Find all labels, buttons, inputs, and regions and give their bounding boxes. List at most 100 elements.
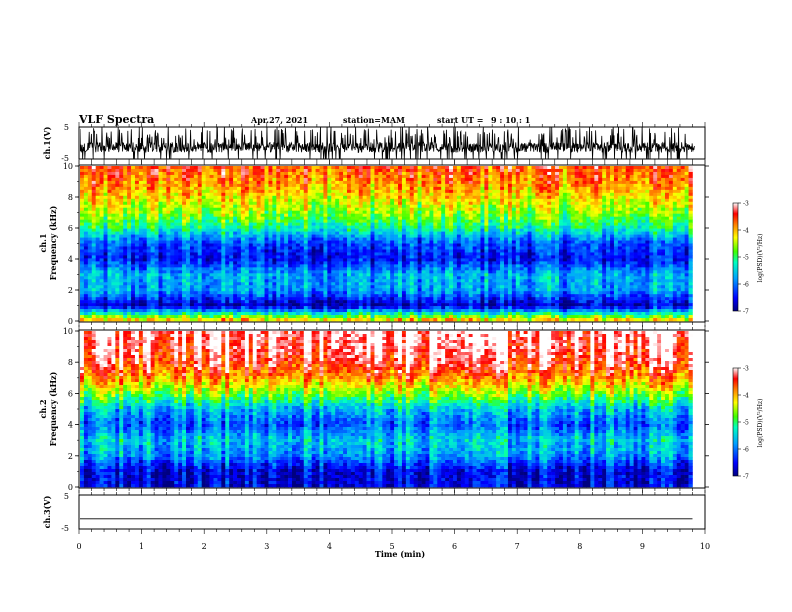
spectrogram-cell [99,177,104,182]
spectrogram-cell [233,171,238,176]
spectrogram-cell [146,243,151,247]
spectrogram-cell [409,198,415,203]
spectrogram-cell [83,264,89,268]
spectrogram-cell [154,252,159,256]
spectrogram-cell [91,204,97,209]
spectrogram-cell [292,198,297,203]
spectrogram-cell [166,180,171,185]
spectrogram-cell [260,318,265,322]
spectrogram-cell [421,237,426,241]
spectrogram-cell [209,243,214,247]
spectrogram-cell [378,189,383,194]
spectrogram-cell [87,270,93,274]
spectrogram-cell [119,303,124,307]
spectrogram-cell [264,216,269,220]
spectrogram-cell [256,234,261,238]
spectrogram-cell [354,243,360,247]
spectrogram-cell [209,249,214,253]
spectrogram-cell [131,264,136,268]
spectrogram-cell [107,255,112,259]
spectrogram-cell [331,267,336,271]
spectrogram-cell [295,255,301,259]
spectrogram-cell [417,219,422,223]
spectrogram-cell [315,195,320,200]
spectrogram-cell [142,207,148,212]
spectrogram-cell [162,216,167,220]
spectrogram-cell [197,309,203,313]
spectrogram-cell [99,234,104,238]
spectrogram-cell [119,174,124,179]
spectrogram-cell [441,246,446,250]
spectrogram-cell [303,300,309,304]
spectrogram-cell [394,186,399,191]
spectrogram-cell [162,189,167,194]
spectrogram-cell [213,270,218,274]
spectrogram-cell [405,282,411,286]
spectrogram-cell [178,243,183,247]
spectrogram-cell [244,258,250,262]
spectrogram-cell [131,294,136,298]
spectrogram-cell [433,198,438,203]
spectrogram-cell [288,207,293,212]
spectrogram-cell [205,249,210,253]
spectrogram-cell [150,207,155,212]
spectrogram-cell [209,315,214,319]
spectrogram-cell [99,168,104,173]
spectrogram-cell [315,282,320,286]
spectrogram-cell [205,306,210,310]
spectrogram-cell [221,279,226,283]
spectrogram-cell [127,300,132,304]
spectrogram-cell [390,186,395,191]
spectrogram-cell [80,222,85,226]
spectrogram-cell [264,279,269,283]
spectrogram-cell [272,168,277,173]
spectrogram-cell [186,255,191,259]
spectrogram-cell [197,276,203,280]
spectrogram-cell [225,303,230,307]
spectrogram-cell [186,282,191,286]
spectrogram-cell [398,303,403,307]
spectrogram-cell [80,234,85,238]
spectrogram-cell [166,291,171,295]
spectrogram-cell [209,231,214,235]
spectrogram-cell [205,192,210,197]
spectrogram-cell [354,177,360,182]
spectrogram-cell [193,216,199,220]
spectrogram-cell [366,309,371,313]
spectrogram-cell [193,267,199,271]
spectrogram-cell [413,216,418,220]
spectrogram-cell [213,276,218,280]
spectrogram-cell [83,252,89,256]
spectrogram-cell [170,258,175,262]
spectrogram-cell [276,291,281,295]
spectrogram-cell [221,273,226,277]
spectrogram-cell [225,294,230,298]
spectrogram-cell [288,210,293,214]
spectrogram-cell [315,303,320,307]
spectrogram-cell [358,198,363,203]
spectrogram-cell [429,288,434,292]
spectrogram-cell [142,177,148,182]
spectrogram-cell [252,183,257,188]
spectrogram-cell [244,186,250,191]
spectrogram-cell [429,318,434,322]
spectrogram-cell [260,183,265,188]
spectrogram-cell [248,282,254,286]
spectrogram-cell [315,309,320,313]
spectrogram-cell [319,216,324,220]
spectrogram-cell [276,192,281,197]
spectrogram-cell [319,168,324,173]
spectrogram-cell [311,189,316,194]
spectrogram-cell [213,243,218,247]
spectrogram-cell [335,219,340,223]
spectrogram-cell [311,234,316,238]
spectrogram-cell [284,237,289,241]
spectrogram-cell [366,168,371,173]
spectrogram-cell [288,237,293,241]
spectrogram-cell [327,186,332,191]
spectrogram-cell [307,270,312,274]
spectrogram-cell [441,174,446,179]
spectrogram-cell [315,174,320,179]
spectrogram-cell [394,174,399,179]
spectrogram-cell [307,204,312,209]
